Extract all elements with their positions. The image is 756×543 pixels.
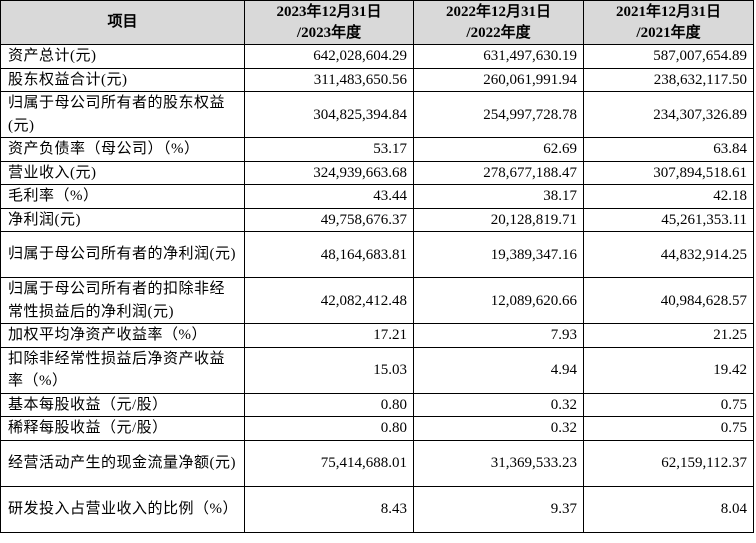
- row-label: 归属于母公司所有者的净利润(元): [0, 231, 245, 278]
- value-2022: 260,061,991.94: [413, 67, 584, 92]
- header-date: 2022年12月31日: [445, 3, 551, 20]
- header-year-2021: 2021年12月31日 /2021年度: [583, 0, 754, 45]
- value-2021: 0.75: [583, 416, 754, 441]
- value-2023: 53.17: [244, 137, 414, 162]
- header-date: 2023年12月31日: [276, 3, 382, 20]
- header-date: 2021年12月31日: [615, 3, 721, 20]
- value-2021: 45,261,353.11: [583, 207, 754, 232]
- value-2021: 0.75: [583, 392, 754, 417]
- value-2022: 9.37: [413, 485, 584, 533]
- table-row: 营业收入(元) 324,939,663.68 278,677,188.47 30…: [0, 160, 754, 185]
- value-2022: 4.94: [413, 346, 584, 394]
- value-2021: 42.18: [583, 184, 754, 209]
- value-2022: 20,128,819.71: [413, 207, 584, 232]
- value-2021: 40,984,628.57: [583, 277, 754, 324]
- table-row: 扣除非经常性损益后净资产收益率（%） 15.03 4.94 19.42: [0, 346, 754, 394]
- table-row: 研发投入占营业收入的比例（%） 8.43 9.37 8.04: [0, 485, 754, 533]
- table-row: 基本每股收益（元/股） 0.80 0.32 0.75: [0, 392, 754, 417]
- value-2023: 324,939,663.68: [244, 160, 414, 185]
- row-label: 扣除非经常性损益后净资产收益率（%）: [0, 346, 245, 394]
- financial-summary-table: 项目 2023年12月31日 /2023年度 2022年12月31日 /2022…: [0, 0, 754, 533]
- value-2021: 44,832,914.25: [583, 231, 754, 278]
- value-2023: 17.21: [244, 323, 414, 348]
- table-row: 净利润(元) 49,758,676.37 20,128,819.71 45,26…: [0, 207, 754, 232]
- table-row: 经营活动产生的现金流量净额(元) 75,414,688.01 31,369,53…: [0, 439, 754, 487]
- row-label: 经营活动产生的现金流量净额(元): [0, 439, 245, 487]
- value-2023: 8.43: [244, 485, 414, 533]
- value-2023: 311,483,650.56: [244, 67, 414, 92]
- row-label: 营业收入(元): [0, 160, 245, 185]
- value-2021: 234,307,326.89: [583, 91, 754, 138]
- value-2023: 15.03: [244, 346, 414, 394]
- value-2022: 7.93: [413, 323, 584, 348]
- value-2023: 0.80: [244, 416, 414, 441]
- value-2021: 21.25: [583, 323, 754, 348]
- value-2023: 75,414,688.01: [244, 439, 414, 487]
- row-label: 毛利率（%）: [0, 184, 245, 209]
- row-label: 净利润(元): [0, 207, 245, 232]
- value-2023: 642,028,604.29: [244, 44, 414, 69]
- header-period: /2022年度: [466, 24, 531, 41]
- value-2022: 0.32: [413, 416, 584, 441]
- value-2022: 19,389,347.16: [413, 231, 584, 278]
- row-label: 股东权益合计(元): [0, 67, 245, 92]
- value-2021: 238,632,117.50: [583, 67, 754, 92]
- row-label: 归属于母公司所有者的股东权益(元): [0, 91, 245, 138]
- value-2022: 278,677,188.47: [413, 160, 584, 185]
- header-item: 项目: [0, 0, 245, 45]
- value-2023: 43.44: [244, 184, 414, 209]
- value-2023: 42,082,412.48: [244, 277, 414, 324]
- table-row: 归属于母公司所有者的净利润(元) 48,164,683.81 19,389,34…: [0, 231, 754, 278]
- value-2022: 0.32: [413, 392, 584, 417]
- row-label: 稀释每股收益（元/股）: [0, 416, 245, 441]
- table-row: 毛利率（%） 43.44 38.17 42.18: [0, 184, 754, 209]
- table-row: 资产负债率（母公司）（%） 53.17 62.69 63.84: [0, 137, 754, 162]
- value-2023: 0.80: [244, 392, 414, 417]
- value-2023: 49,758,676.37: [244, 207, 414, 232]
- row-label: 资产负债率（母公司）（%）: [0, 137, 245, 162]
- table-row: 股东权益合计(元) 311,483,650.56 260,061,991.94 …: [0, 67, 754, 92]
- table-row: 加权平均净资产收益率（%） 17.21 7.93 21.25: [0, 323, 754, 348]
- value-2022: 38.17: [413, 184, 584, 209]
- value-2022: 12,089,620.66: [413, 277, 584, 324]
- table-row: 稀释每股收益（元/股） 0.80 0.32 0.75: [0, 416, 754, 441]
- header-year-2023: 2023年12月31日 /2023年度: [244, 0, 414, 45]
- value-2021: 8.04: [583, 485, 754, 533]
- header-period: /2021年度: [636, 24, 701, 41]
- value-2022: 631,497,630.19: [413, 44, 584, 69]
- row-label: 加权平均净资产收益率（%）: [0, 323, 245, 348]
- row-label: 资产总计(元): [0, 44, 245, 69]
- table-header-row: 项目 2023年12月31日 /2023年度 2022年12月31日 /2022…: [0, 0, 754, 45]
- row-label: 基本每股收益（元/股）: [0, 392, 245, 417]
- value-2023: 48,164,683.81: [244, 231, 414, 278]
- value-2021: 62,159,112.37: [583, 439, 754, 487]
- value-2021: 19.42: [583, 346, 754, 394]
- value-2021: 587,007,654.89: [583, 44, 754, 69]
- row-label: 归属于母公司所有者的扣除非经常性损益后的净利润(元): [0, 277, 245, 324]
- table-row: 归属于母公司所有者的股东权益(元) 304,825,394.84 254,997…: [0, 91, 754, 138]
- value-2022: 31,369,533.23: [413, 439, 584, 487]
- header-period: /2023年度: [296, 24, 362, 41]
- value-2021: 63.84: [583, 137, 754, 162]
- table-row: 归属于母公司所有者的扣除非经常性损益后的净利润(元) 42,082,412.48…: [0, 277, 754, 324]
- value-2022: 62.69: [413, 137, 584, 162]
- header-year-2022: 2022年12月31日 /2022年度: [413, 0, 584, 45]
- table-row: 资产总计(元) 642,028,604.29 631,497,630.19 58…: [0, 44, 754, 69]
- row-label: 研发投入占营业收入的比例（%）: [0, 485, 245, 533]
- value-2021: 307,894,518.61: [583, 160, 754, 185]
- value-2022: 254,997,728.78: [413, 91, 584, 138]
- value-2023: 304,825,394.84: [244, 91, 414, 138]
